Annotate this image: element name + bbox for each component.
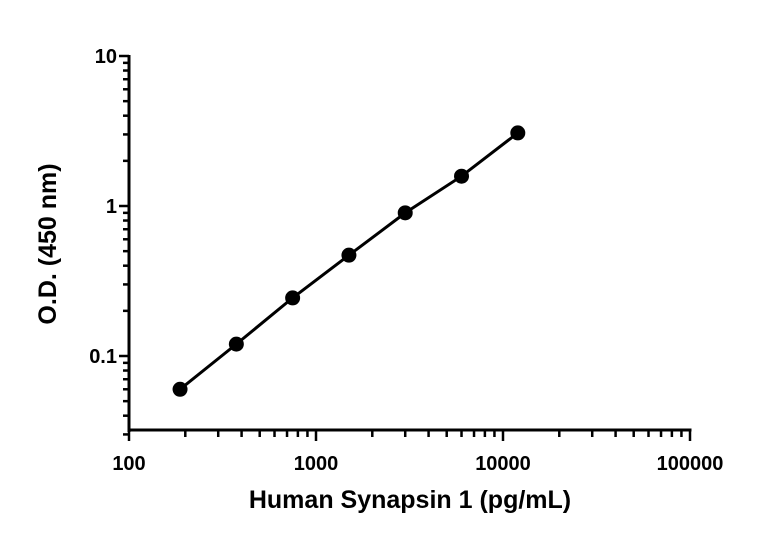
data-point [341, 247, 357, 263]
data-point [397, 205, 413, 221]
tick-labels: 100 1000 10000 100000 0.1 1 10 [89, 46, 723, 475]
data-point [454, 168, 470, 184]
data-point [510, 125, 526, 141]
axes [119, 54, 692, 441]
y-tick-label: 1 [106, 196, 117, 218]
data-point [228, 336, 244, 352]
series [172, 125, 526, 397]
x-tick-label: 100000 [657, 453, 724, 475]
y-tick-label: 0.1 [89, 346, 117, 368]
y-tick-label: 10 [95, 46, 117, 68]
x-tick-label: 10000 [475, 453, 531, 475]
data-point [172, 381, 188, 397]
x-tick-label: 1000 [294, 453, 339, 475]
y-axis-label: O.D. (450 nm) [34, 163, 62, 324]
x-axis-label: Human Synapsin 1 (pg/mL) [249, 486, 571, 514]
x-tick-label: 100 [112, 453, 145, 475]
data-point [285, 290, 301, 306]
